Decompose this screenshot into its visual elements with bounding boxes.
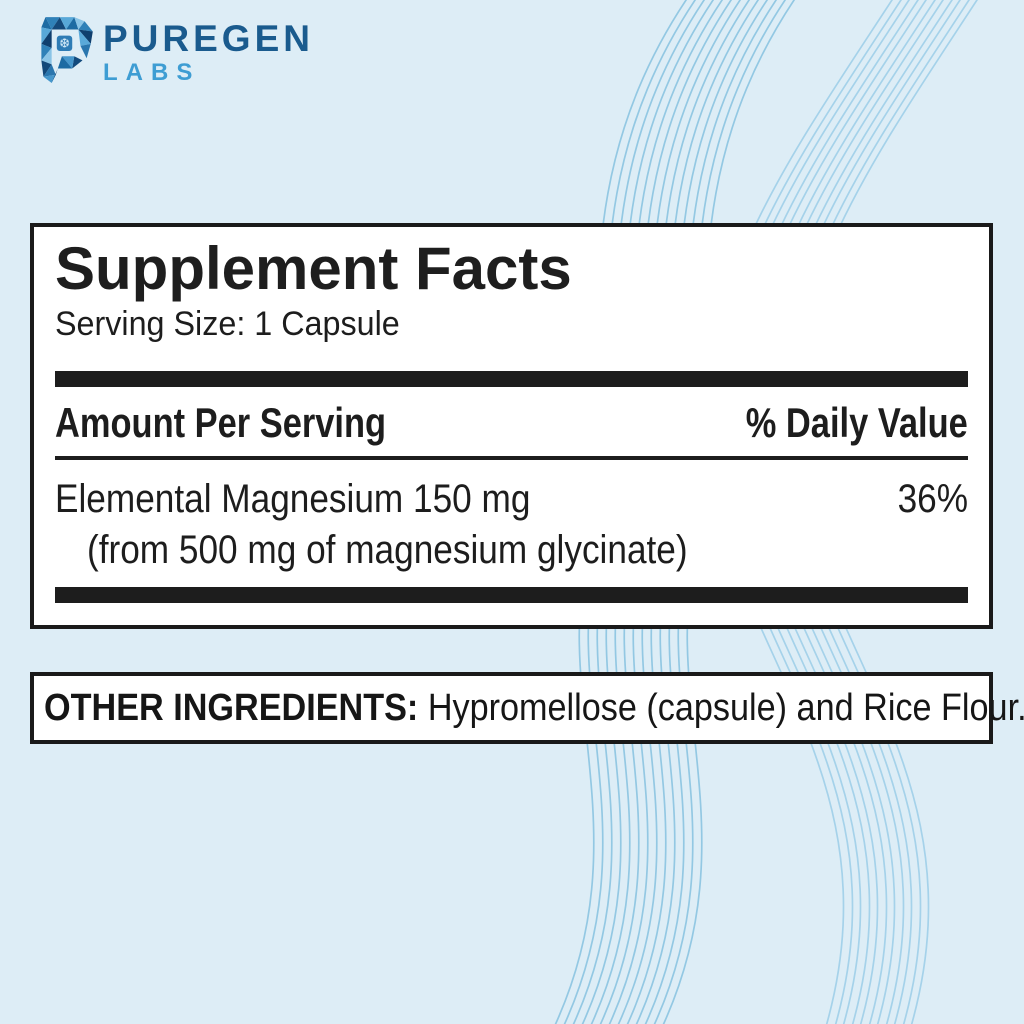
emblem-glyph: ❆ [59, 36, 69, 50]
supplement-facts-panel: Supplement Facts Serving Size: 1 Capsule… [30, 223, 993, 629]
divider-thick-top [55, 371, 968, 388]
brand-wordmark: PUREGEN LABS [103, 13, 314, 85]
column-header-row: Amount Per Serving % Daily Value [55, 387, 968, 455]
nutrient-daily-value: 36% [897, 476, 968, 521]
brand-name: PUREGEN [103, 18, 314, 59]
other-ingredients-value: Hypromellose (capsule) and Rice Flour. [418, 687, 1024, 729]
nutrient-row: Elemental Magnesium 150 mg 36% [55, 477, 968, 521]
serving-size: Serving Size: 1 Capsule [55, 305, 400, 343]
brand-sub-name: LABS [103, 59, 201, 86]
nutrient-detail: (from 500 mg of magnesium glycinate) [87, 527, 688, 572]
other-ingredients-label: OTHER INGREDIENTS: [44, 687, 419, 729]
panel-title: Supplement Facts [55, 235, 572, 302]
brand-logo: ❆ PUREGEN LABS [33, 13, 314, 85]
column-daily-value: % Daily Value [745, 399, 968, 447]
nutrient-name: Elemental Magnesium 150 mg [55, 476, 531, 521]
puregen-p-icon: ❆ [41, 17, 93, 83]
divider-thick-bottom [55, 586, 968, 603]
other-ingredients-panel: OTHER INGREDIENTS: Hypromellose (capsule… [30, 672, 1024, 744]
other-ingredients-text: OTHER INGREDIENTS: Hypromellose (capsule… [44, 689, 1024, 727]
divider-thin [55, 455, 968, 460]
column-amount-per-serving: Amount Per Serving [55, 399, 387, 447]
